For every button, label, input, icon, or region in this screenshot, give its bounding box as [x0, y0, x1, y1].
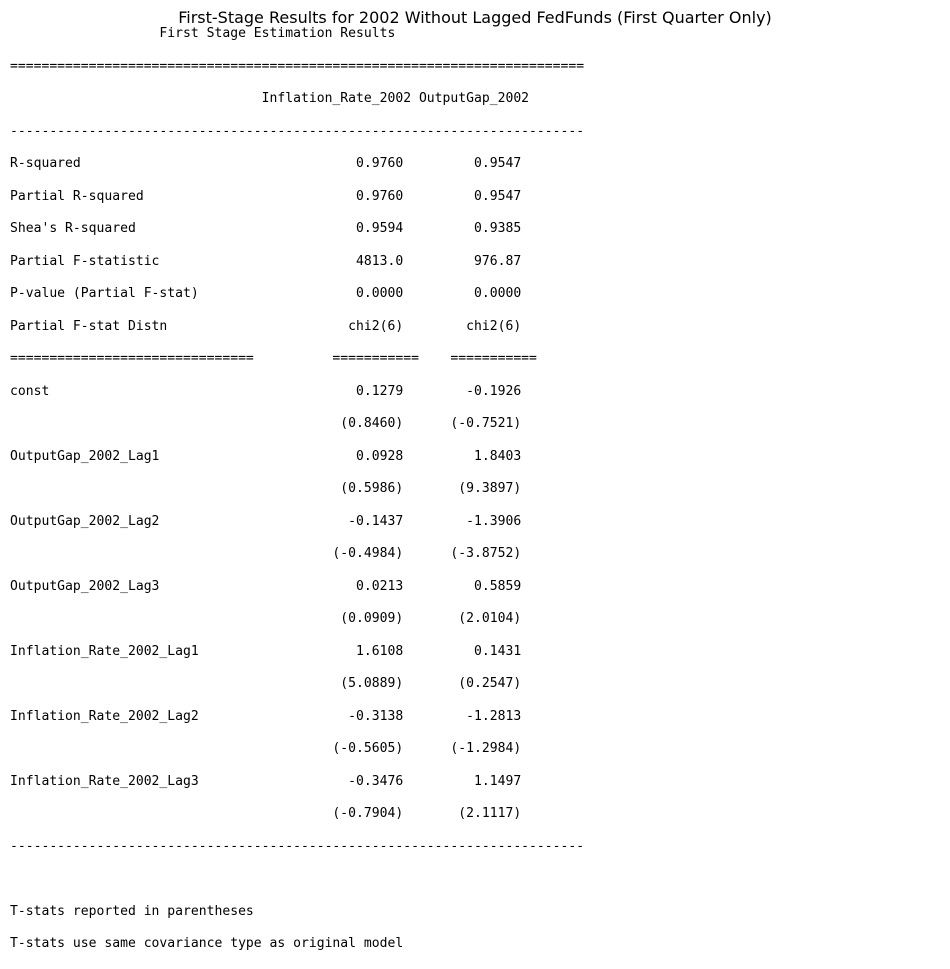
coef-row-inflation-lag2: Inflation_Rate_2002_Lag2 -0.3138 -1.2813: [10, 709, 584, 725]
table-caption: First Stage Estimation Results: [10, 26, 584, 42]
figure-title: First-Stage Results for 2002 Without Lag…: [0, 8, 950, 28]
stat-row-partial-f-statistic: Partial F-statistic 4813.0 976.87: [10, 254, 584, 270]
tstat-row-inflation-lag1: (5.0889) (0.2547): [10, 676, 584, 692]
coef-row-inflation-lag1: Inflation_Rate_2002_Lag1 1.6108 0.1431: [10, 644, 584, 660]
stat-row-f-stat-distn: Partial F-stat Distn chi2(6) chi2(6): [10, 319, 584, 335]
coef-row-outputgap-lag3: OutputGap_2002_Lag3 0.0213 0.5859: [10, 579, 584, 595]
footnote-tstats: T-stats reported in parentheses: [10, 904, 584, 920]
blank-line: [10, 871, 584, 887]
coef-row-outputgap-lag2: OutputGap_2002_Lag2 -0.1437 -1.3906: [10, 514, 584, 530]
stat-row-partial-r-squared: Partial R-squared 0.9760 0.9547: [10, 189, 584, 205]
column-header: Inflation_Rate_2002 OutputGap_2002: [10, 91, 584, 107]
double-rule: ========================================…: [10, 59, 584, 75]
stat-row-shea-r-squared: Shea's R-squared 0.9594 0.9385: [10, 221, 584, 237]
tstat-row-outputgap-lag3: (0.0909) (2.0104): [10, 611, 584, 627]
tstat-row-outputgap-lag1: (0.5986) (9.3897): [10, 481, 584, 497]
bottom-rule: ----------------------------------------…: [10, 839, 584, 855]
section-rule: =============================== ========…: [10, 351, 584, 367]
tstat-row-outputgap-lag2: (-0.4984) (-3.8752): [10, 546, 584, 562]
stat-row-r-squared: R-squared 0.9760 0.9547: [10, 156, 584, 172]
stat-row-p-value: P-value (Partial F-stat) 0.0000 0.0000: [10, 286, 584, 302]
coef-row-const: const 0.1279 -0.1926: [10, 384, 584, 400]
coef-row-outputgap-lag1: OutputGap_2002_Lag1 0.0928 1.8403: [10, 449, 584, 465]
tstat-row-inflation-lag2: (-0.5605) (-1.2984): [10, 741, 584, 757]
first-stage-results-table: First Stage Estimation Results =========…: [10, 26, 584, 969]
tstat-row-inflation-lag3: (-0.7904) (2.1117): [10, 806, 584, 822]
coef-row-inflation-lag3: Inflation_Rate_2002_Lag3 -0.3476 1.1497: [10, 774, 584, 790]
tstat-row-const: (0.8460) (-0.7521): [10, 416, 584, 432]
single-rule: ----------------------------------------…: [10, 124, 584, 140]
footnote-covariance: T-stats use same covariance type as orig…: [10, 936, 584, 952]
